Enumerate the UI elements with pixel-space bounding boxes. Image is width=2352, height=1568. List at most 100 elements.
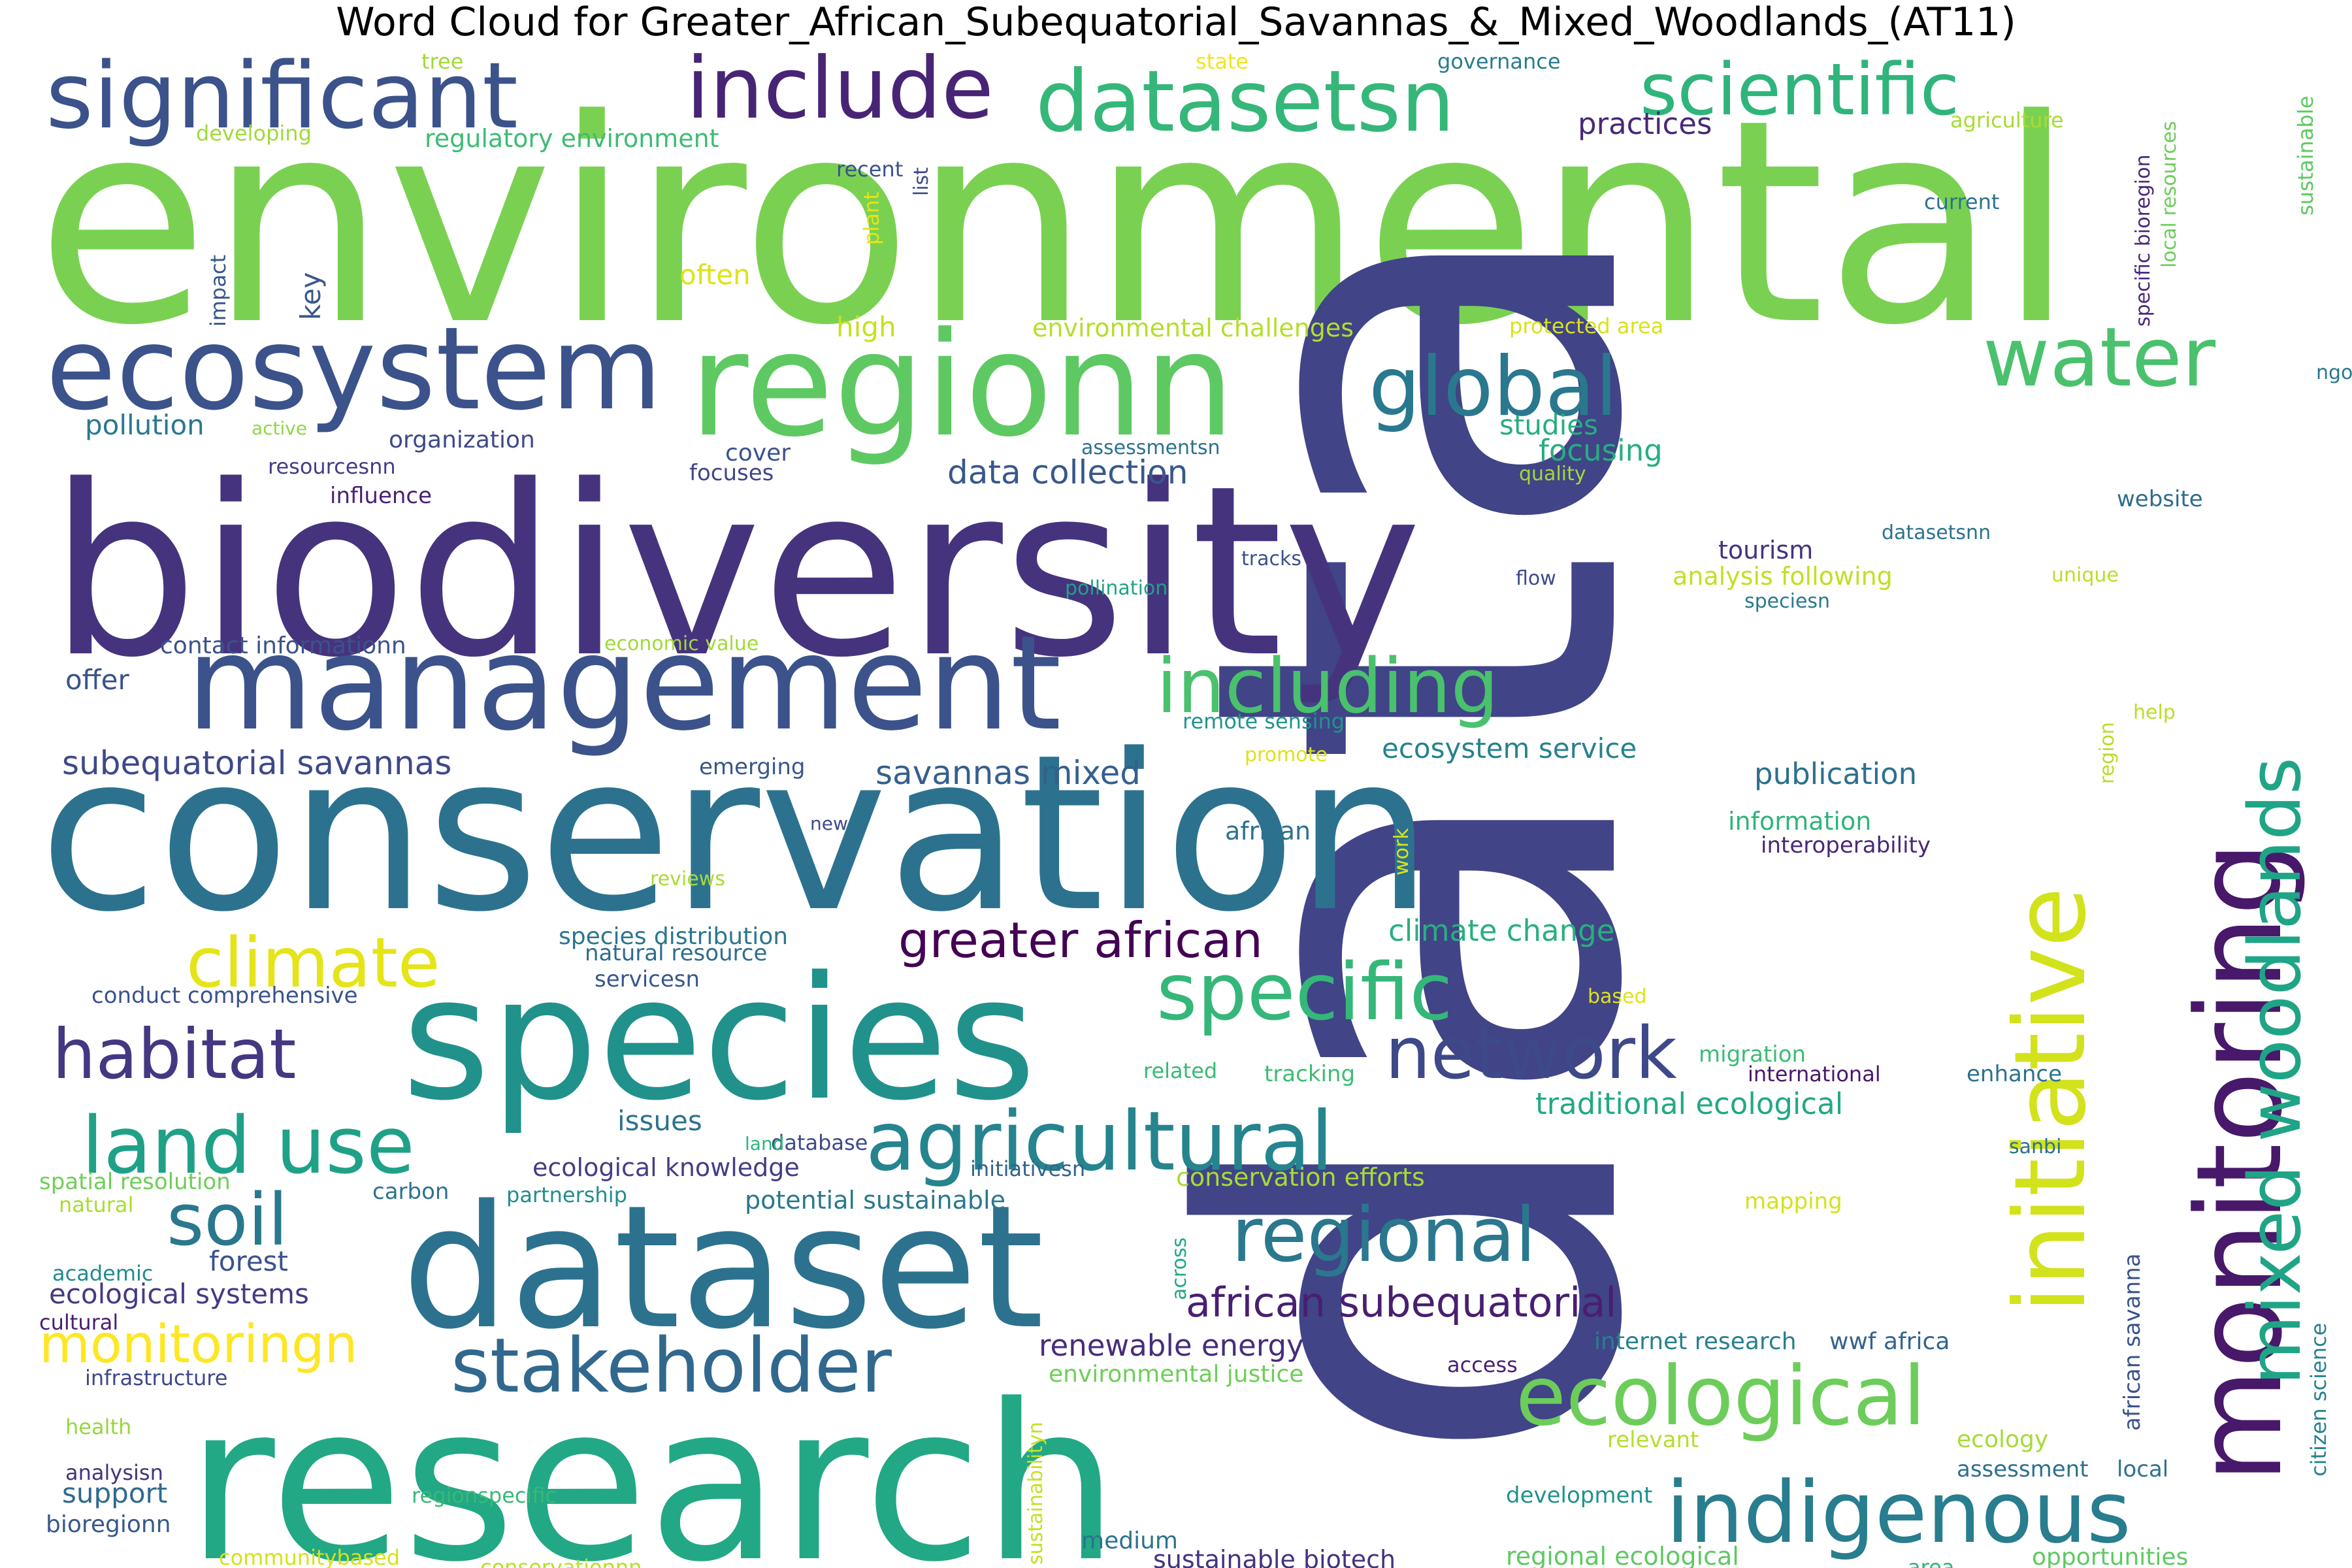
cloud-word-tracks: tracks <box>1241 547 1301 570</box>
cloud-word-cultural: cultural <box>39 1310 118 1335</box>
cloud-word-organization: organization <box>389 427 535 453</box>
cloud-word-regional: regional <box>1232 1192 1536 1279</box>
cloud-word-african-savanna: african savanna <box>2119 1253 2146 1431</box>
cloud-word-new: new <box>810 813 848 834</box>
cloud-word-spatial-resolution: spatial resolution <box>39 1169 231 1195</box>
cloud-word-partnership: partnership <box>506 1183 627 1207</box>
cloud-word-natural-resource: natural resource <box>585 940 767 966</box>
cloud-word-assessmentsn: assessmentsn <box>1081 436 1220 459</box>
cloud-word-monitoring: monitoring <box>2172 841 2308 1483</box>
cloud-word-work: work <box>1390 828 1413 875</box>
cloud-word-global: global <box>1369 340 1618 434</box>
cloud-word-regional-ecological: regional ecological <box>1506 1542 1739 1568</box>
cloud-word-protected-area: protected area <box>1509 314 1663 338</box>
cloud-word-mapping: mapping <box>1744 1188 1842 1215</box>
cloud-word-regulatory-environment: regulatory environment <box>425 124 719 153</box>
cloud-word-sustainabilityn: sustainabilityn <box>1024 1422 1047 1565</box>
cloud-word-sanbi: sanbi <box>2009 1135 2061 1158</box>
cloud-word-potential-sustainable: potential sustainable <box>745 1186 1005 1215</box>
cloud-word-reviews: reviews <box>650 868 725 890</box>
cloud-word-initiativesn: initiativesn <box>970 1156 1085 1181</box>
cloud-word-water: water <box>1983 310 2216 405</box>
cloud-word-focuses: focuses <box>689 460 774 486</box>
cloud-word-focusing: focusing <box>1539 433 1663 468</box>
cloud-word-remote-sensing: remote sensing <box>1183 709 1345 734</box>
cloud-word-key: key <box>295 272 327 320</box>
cloud-word-subequatorial-savannas: subequatorial savannas <box>62 744 451 782</box>
cloud-word-local: local <box>2117 1456 2168 1482</box>
cloud-word-land-use: land use <box>82 1101 415 1192</box>
cloud-word-area: area <box>1908 1555 1954 1568</box>
cloud-word-soil: soil <box>167 1178 288 1262</box>
cloud-word-recent: recent <box>836 157 903 182</box>
cloud-word-plant: plant <box>859 191 884 245</box>
cloud-word-include: include <box>686 39 994 138</box>
cloud-word-health: health <box>65 1414 131 1439</box>
cloud-word-promote: promote <box>1245 743 1328 766</box>
cloud-word-monitoringn: monitoringn <box>39 1314 357 1375</box>
cloud-word-environmental-justice: environmental justice <box>1049 1361 1303 1388</box>
cloud-word-medium: medium <box>1081 1527 1178 1554</box>
cloud-word-african-subequatorial: african subequatorial <box>1186 1279 1617 1326</box>
cloud-word-impact: impact <box>206 255 231 327</box>
cloud-word-sustainable: sustainable <box>2293 96 2318 216</box>
cloud-word-stakeholder: stakeholder <box>451 1322 892 1410</box>
cloud-word-data: data <box>1092 204 1746 1470</box>
cloud-word-environmental: environmental <box>36 60 2076 387</box>
cloud-word-access: access <box>1447 1352 1518 1377</box>
cloud-word-governance: governance <box>1437 49 1561 74</box>
cloud-word-based: based <box>1588 985 1647 1008</box>
cloud-word-management: management <box>186 608 1062 760</box>
cloud-word-regionn: regionn <box>689 301 1235 468</box>
cloud-word-interoperability: interoperability <box>1761 832 1931 858</box>
cloud-word-issues: issues <box>617 1105 702 1137</box>
cloud-word-internet-research: internet research <box>1594 1328 1797 1355</box>
cloud-word-related: related <box>1143 1058 1217 1083</box>
cloud-word-ecosystem: ecosystem <box>46 303 662 436</box>
cloud-word-publication: publication <box>1754 757 1917 791</box>
cloud-word-servicesn: servicesn <box>595 966 700 992</box>
cloud-word-significant: significant <box>46 43 518 150</box>
cloud-word-network: network <box>1385 1011 1677 1095</box>
cloud-word-practices: practices <box>1578 106 1712 141</box>
cloud-word-unique: unique <box>2051 564 2119 587</box>
cloud-word-forest: forest <box>209 1245 288 1277</box>
cloud-word-ecosystem-service: ecosystem service <box>1382 732 1637 764</box>
cloud-word-ecology: ecology <box>1957 1426 2048 1453</box>
cloud-word-opportunities: opportunities <box>2032 1544 2188 1568</box>
cloud-word-mixed-woodlands: mixed woodlands <box>2233 757 2317 1385</box>
cloud-word-contact-informationn: contact informationn <box>160 632 406 659</box>
cloud-word-analysis-following: analysis following <box>1673 562 1893 591</box>
cloud-word-often: often <box>679 259 751 291</box>
cloud-word-greater-african: greater african <box>898 911 1263 969</box>
cloud-word-communitybased: communitybased <box>219 1545 400 1568</box>
cloud-word-list: list <box>910 167 933 196</box>
cloud-word-scientific: scientific <box>1640 48 1959 131</box>
cloud-word-conservation-efforts: conservation efforts <box>1176 1163 1425 1192</box>
cloud-word-conservationnn: conservationnn <box>480 1555 642 1568</box>
cloud-word-offer: offer <box>65 664 129 696</box>
cloud-word-climate-change: climate change <box>1388 913 1614 948</box>
cloud-word-relevant: relevant <box>1607 1427 1699 1453</box>
cloud-word-economic-value: economic value <box>604 632 759 655</box>
cloud-word-local-resources: local resources <box>2158 121 2181 268</box>
cloud-word-habitat: habitat <box>52 1015 296 1094</box>
cloud-word-biodiversity: biodiversity <box>49 435 1422 709</box>
cloud-word-influence: influence <box>330 483 432 509</box>
cloud-word-dataset: dataset <box>402 1169 1044 1367</box>
cloud-word-renewable-energy: renewable energy <box>1039 1328 1304 1363</box>
cloud-word-development: development <box>1506 1482 1652 1509</box>
cloud-word-conduct-comprehensive: conduct comprehensive <box>91 983 358 1009</box>
cloud-word-ngo: ngo <box>2316 361 2352 384</box>
cloud-word-emerging: emerging <box>699 754 806 780</box>
cloud-word-support: support <box>62 1477 167 1509</box>
cloud-word-tracking: tracking <box>1264 1061 1355 1087</box>
cloud-word-tree: tree <box>421 49 463 74</box>
cloud-word-studies: studies <box>1499 409 1598 441</box>
cloud-word-developing: developing <box>196 121 312 146</box>
cloud-word-ecological: ecological <box>1516 1349 1925 1444</box>
cloud-word-assessment: assessment <box>1957 1456 2089 1482</box>
cloud-word-land: land <box>745 1133 784 1154</box>
cloud-word-specific: specific <box>1156 947 1452 1038</box>
